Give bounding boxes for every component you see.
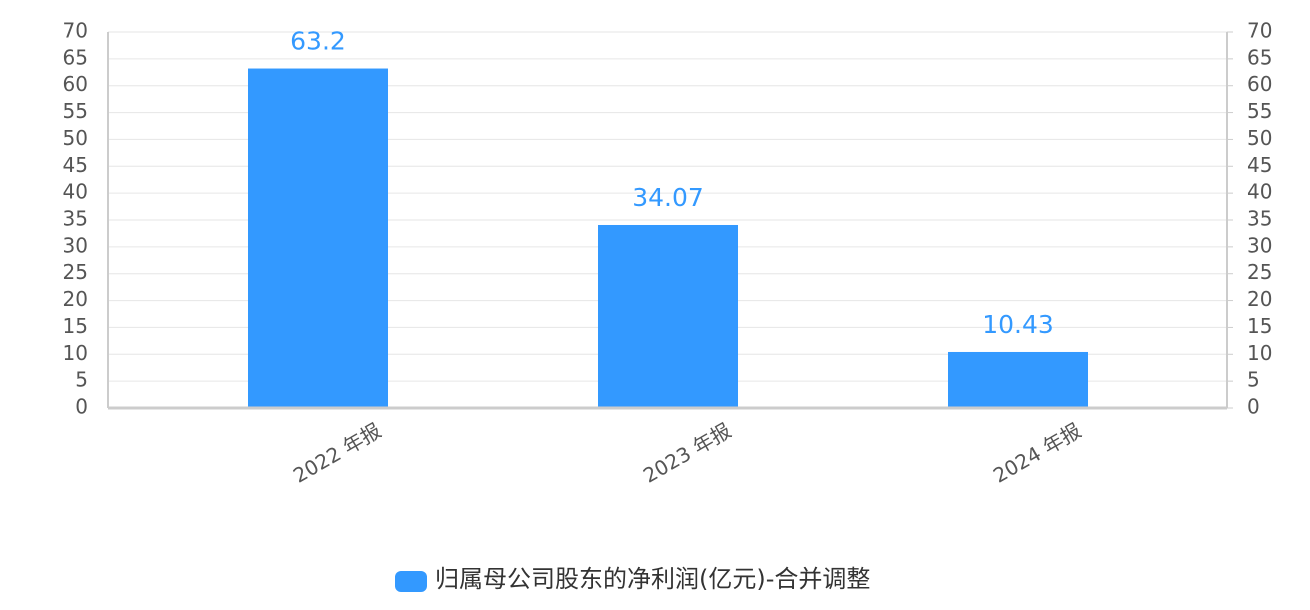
y-tick-label: 30: [63, 233, 88, 257]
y-tick-label: 0: [75, 395, 88, 419]
value-label: 34.07: [632, 183, 704, 212]
y-tick-label: 45: [63, 153, 88, 177]
y-tick-label: 10: [63, 341, 88, 365]
y-tick-label: 70: [63, 19, 88, 43]
y-tick-label: 35: [63, 207, 88, 231]
bar: [598, 224, 738, 408]
value-label: 63.2: [290, 27, 346, 56]
x-tick-label: 2023 年报: [639, 418, 735, 487]
legend-swatch: [395, 571, 427, 592]
bar: [948, 351, 1088, 408]
bar: [248, 68, 388, 409]
y2-tick-label: 30: [1247, 233, 1272, 257]
value-label: 10.43: [982, 310, 1054, 339]
y2-tick-label: 25: [1247, 260, 1272, 284]
y2-tick-label: 20: [1247, 287, 1272, 311]
y-tick-label: 5: [75, 368, 88, 392]
y2-tick-label: 50: [1247, 126, 1272, 150]
y2-tick-label: 5: [1247, 368, 1260, 392]
y-tick-label: 20: [63, 287, 88, 311]
y-tick-label: 15: [63, 314, 88, 338]
y-tick-label: 60: [63, 72, 88, 96]
y2-tick-label: 60: [1247, 72, 1272, 96]
y-tick-label: 55: [63, 99, 88, 123]
x-tick-label: 2024 年报: [989, 418, 1085, 487]
y2-tick-label: 15: [1247, 314, 1272, 338]
legend: 归属母公司股东的净利润(亿元)-合并调整: [395, 565, 870, 593]
y2-tick-label: 0: [1247, 395, 1260, 419]
y-tick-label: 50: [63, 126, 88, 150]
legend-label: 归属母公司股东的净利润(亿元)-合并调整: [435, 565, 870, 593]
y2-tick-label: 45: [1247, 153, 1272, 177]
y2-tick-label: 70: [1247, 19, 1272, 43]
y2-tick-label: 55: [1247, 99, 1272, 123]
y2-tick-label: 10: [1247, 341, 1272, 365]
y2-tick-label: 35: [1247, 207, 1272, 231]
y-tick-label: 65: [63, 45, 88, 69]
y2-tick-label: 40: [1247, 180, 1272, 204]
y-tick-label: 40: [63, 180, 88, 204]
x-tick-label: 2022 年报: [289, 418, 385, 487]
y2-tick-label: 65: [1247, 45, 1272, 69]
y-tick-label: 25: [63, 260, 88, 284]
